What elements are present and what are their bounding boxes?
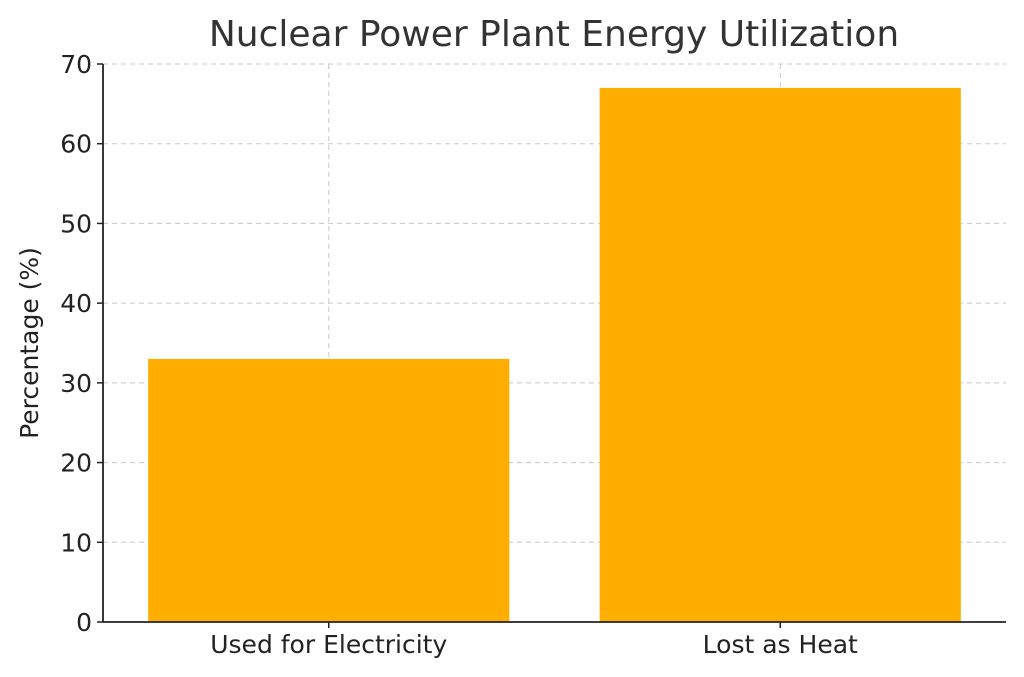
- axis-layer: [102, 64, 1006, 623]
- y-tick-label: 40: [60, 289, 92, 318]
- y-tick-label: 50: [60, 209, 92, 238]
- bar-used-for-electricity: [148, 358, 510, 622]
- bar-lost-as-heat: [599, 87, 961, 622]
- x-tick-label: Lost as Heat: [703, 630, 858, 659]
- y-tick-label: 60: [60, 130, 92, 159]
- y-axis-label: Percentage (%): [15, 247, 44, 439]
- x-tick-label: Used for Electricity: [210, 630, 447, 659]
- y-axis-ticks: 0 10 20 30 40 50 60 70: [60, 50, 103, 637]
- y-tick-label: 10: [60, 528, 92, 557]
- chart-title: Nuclear Power Plant Energy Utilization: [209, 14, 899, 55]
- bar-layer: [148, 87, 961, 622]
- y-tick-label: 20: [60, 449, 92, 478]
- x-axis-ticks: Used for Electricity Lost as Heat: [210, 622, 858, 659]
- y-tick-label: 0: [76, 608, 92, 637]
- y-tick-label: 70: [60, 50, 92, 79]
- y-tick-label: 30: [60, 369, 92, 398]
